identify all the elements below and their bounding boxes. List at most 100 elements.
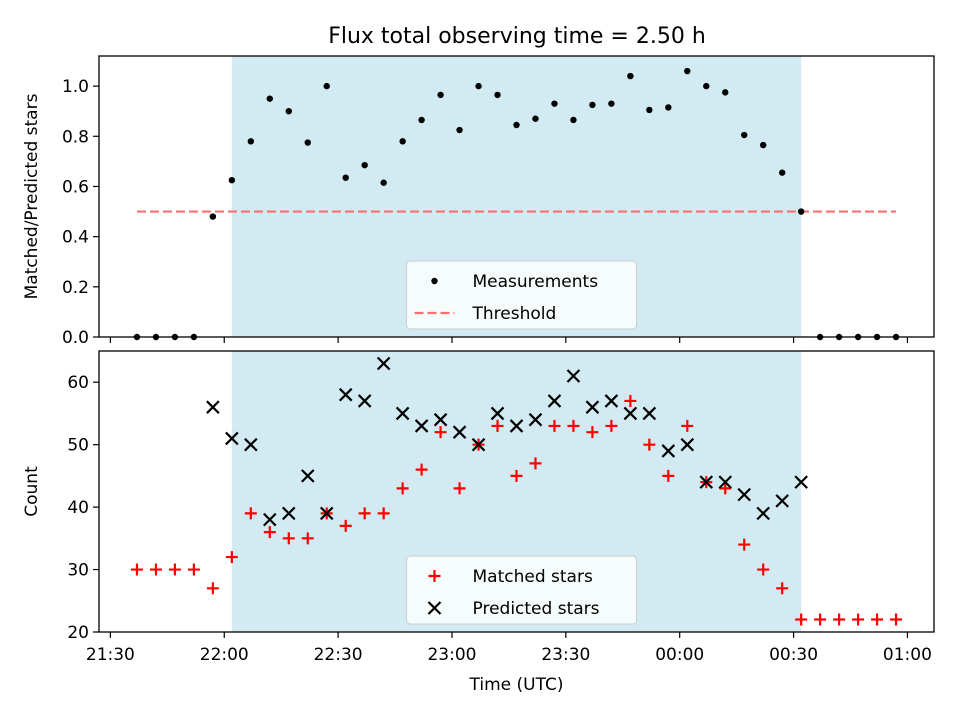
measurement-point bbox=[494, 91, 501, 99]
predicted-stars-point bbox=[452, 425, 467, 439]
matched-stars-point bbox=[776, 582, 789, 595]
predicted-stars-point bbox=[395, 406, 410, 421]
legend-label: Matched stars bbox=[473, 567, 593, 587]
predicted-stars-point bbox=[490, 406, 505, 421]
predicted-stars-point bbox=[756, 506, 770, 521]
measurement-point bbox=[684, 67, 691, 75]
y-tick-label: 30 bbox=[67, 561, 89, 581]
matched-stars-point bbox=[282, 532, 295, 545]
matched-stars-point bbox=[377, 507, 390, 520]
measurement-point bbox=[760, 141, 767, 149]
legend-box bbox=[406, 260, 637, 330]
matched-stars-point bbox=[244, 507, 257, 520]
matched-stars-point bbox=[890, 613, 903, 626]
measurement-point bbox=[323, 82, 330, 90]
matched-stars-point bbox=[662, 469, 675, 482]
matched-stars-point bbox=[339, 519, 352, 532]
x-tick-label: 00:00 bbox=[655, 645, 704, 665]
predicted-stars-point bbox=[585, 400, 600, 414]
matched-stars-point bbox=[548, 419, 561, 432]
predicted-stars-point bbox=[206, 400, 220, 414]
matched-stars-point bbox=[206, 582, 219, 595]
matched-stars-point bbox=[187, 563, 200, 576]
x-tick-label: 23:30 bbox=[541, 645, 590, 665]
measurement-point bbox=[532, 115, 539, 122]
matched-stars-point bbox=[795, 613, 808, 626]
matched-stars-point bbox=[833, 613, 846, 626]
matched-stars-point bbox=[510, 469, 523, 482]
predicted-stars-point bbox=[319, 506, 334, 521]
x-tick-label: 23:00 bbox=[427, 645, 476, 665]
y-tick-label: 0.0 bbox=[62, 328, 89, 348]
matched-stars-point bbox=[415, 463, 428, 476]
matched-stars-point bbox=[719, 482, 732, 495]
measurement-point bbox=[741, 131, 748, 139]
measurement-point bbox=[285, 107, 292, 115]
matched-stars-point bbox=[453, 482, 466, 495]
x-tick-label: 01:00 bbox=[883, 645, 932, 665]
predicted-stars-point bbox=[471, 437, 486, 452]
x-tick-label: 21:30 bbox=[86, 645, 135, 665]
predicted-stars-point bbox=[225, 431, 239, 446]
measurement-point bbox=[418, 116, 425, 124]
measurement-point bbox=[304, 139, 311, 146]
predicted-stars-point bbox=[263, 512, 277, 527]
matched-stars-point bbox=[225, 551, 238, 564]
matched-stars-point bbox=[358, 507, 371, 520]
measurement-point bbox=[437, 91, 444, 99]
measurement-point bbox=[228, 176, 236, 184]
matched-stars-point bbox=[852, 613, 865, 626]
predicted-stars-point bbox=[642, 406, 657, 421]
measurement-point bbox=[646, 106, 653, 114]
y-axis-label: Count bbox=[22, 466, 42, 517]
legend-label: Predicted stars bbox=[473, 599, 600, 619]
matched-stars-point bbox=[757, 563, 770, 576]
y-tick-label: 60 bbox=[67, 373, 89, 393]
matched-stars-point bbox=[643, 438, 656, 451]
top-panel: 0.0 0.2 0.4 0.6 0.8 1.0 Matched/Predicted star… bbox=[22, 55, 935, 348]
legend-label: Threshold bbox=[472, 304, 557, 324]
y-tick-label: 0.4 bbox=[62, 228, 89, 248]
x-tick-label: 22:30 bbox=[314, 645, 363, 665]
measurement-point bbox=[342, 174, 349, 181]
matched-stars-point bbox=[738, 538, 751, 551]
x-axis-label: Time (UTC) bbox=[469, 675, 564, 695]
plot-frame bbox=[98, 55, 935, 338]
predicted-stars-point bbox=[775, 494, 789, 508]
chart-title: Flux total observing time = 2.50 h bbox=[328, 24, 706, 49]
legend-marker-matched bbox=[428, 570, 441, 582]
predicted-stars-point bbox=[737, 487, 752, 502]
predicted-stars-point bbox=[338, 387, 353, 402]
measurement-point bbox=[361, 161, 368, 169]
y-tick-label: 40 bbox=[67, 498, 89, 518]
bottom-panel: 20 30 40 50 60 21:30 22:00 22:30 23:00 23:30 00:00… bbox=[22, 350, 935, 695]
predicted-stars-point bbox=[414, 419, 429, 433]
predicted-stars-point bbox=[357, 394, 372, 408]
predicted-stars-point bbox=[244, 437, 258, 452]
predicted-stars-point bbox=[300, 469, 315, 483]
matched-stars-point bbox=[529, 457, 542, 470]
predicted-stars-point bbox=[566, 369, 581, 383]
predicted-stars-point bbox=[604, 394, 619, 408]
matched-stars-point bbox=[263, 526, 276, 539]
measurement-point bbox=[608, 100, 615, 107]
measurement-point bbox=[551, 100, 558, 107]
legend-marker-measurements bbox=[431, 277, 438, 285]
matched-stars-point bbox=[434, 426, 447, 439]
legend-marker-predicted bbox=[427, 601, 442, 615]
plot-frame bbox=[98, 350, 935, 633]
predicted-stars-point bbox=[661, 444, 676, 458]
matched-stars-point bbox=[624, 394, 637, 407]
predicted-stars-point bbox=[528, 412, 543, 427]
matched-stars-point bbox=[130, 563, 143, 576]
matched-stars-point bbox=[301, 532, 314, 545]
x-tick-label: 22:00 bbox=[200, 645, 249, 665]
measurement-point bbox=[589, 101, 596, 109]
matched-stars-point bbox=[491, 419, 504, 432]
measurement-point bbox=[475, 82, 482, 90]
measurement-point bbox=[513, 121, 520, 129]
x-tick-label: 00:30 bbox=[769, 645, 818, 665]
predicted-stars-point bbox=[623, 406, 638, 421]
matched-stars-point bbox=[149, 563, 162, 576]
